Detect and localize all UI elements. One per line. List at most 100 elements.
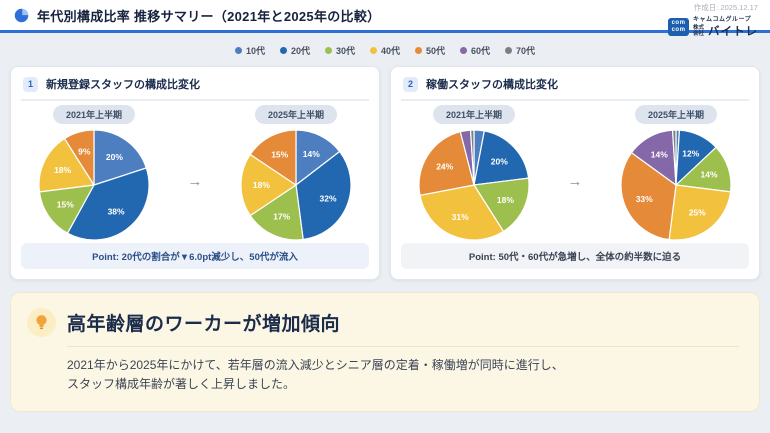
legend-item-10代: 10代: [234, 44, 265, 57]
logo-mark-line2: com: [671, 26, 686, 33]
pie-slice-20代: [473, 129, 530, 186]
report-page: 年代別構成比率 推移サマリー（2021年と2025年の比較） 作成日: 2025…: [0, 0, 770, 412]
legend-color-dot: [369, 47, 377, 54]
logo-company: 株式会社 バイトレ: [693, 23, 758, 39]
legend-label: 40代: [380, 46, 400, 56]
pie-slice-label: 14%: [303, 148, 320, 158]
callout-divider: [67, 346, 739, 347]
legend-item-70代: 70代: [505, 44, 535, 57]
pie-slice-40代: [419, 183, 505, 241]
pie-slice-30代: [38, 183, 95, 234]
legend-color-dot: [324, 47, 332, 54]
pie-slice-10代: [295, 128, 341, 186]
transition-arrow-icon: →: [567, 172, 583, 190]
logo-company-prefix: 株式会社: [693, 24, 705, 37]
panel-divider: [401, 99, 749, 101]
panel-new-registered-staff: 1 新規登録スタッフの構成比変化 2021年上半期 20% 38% 15% 18% 9%…: [10, 66, 380, 280]
logo-mark-line1: com: [671, 20, 686, 27]
pie-column-2021: 2021年上半期 20% 38% 15% 18% 9%: [21, 104, 167, 242]
pie-slice-label: 9%: [78, 146, 91, 156]
charts-row: 2021年上半期 20% 18% 31% 24% → 2025年上半期 12% 14% 2…: [391, 101, 759, 243]
pie-slice-50代: [620, 151, 677, 240]
pie-slice-label: 18%: [253, 180, 270, 190]
pie-slice-20代: [295, 150, 352, 240]
pie-chart-icon: [14, 8, 29, 22]
legend-color-dot: [279, 47, 287, 54]
pie-slice-label: 25%: [689, 207, 706, 217]
age-group-legend: 10代 20代 30代 40代 50代 60代 70代: [0, 33, 770, 66]
legend-item-60代: 60代: [460, 44, 490, 57]
legend-item-50代: 50代: [415, 44, 445, 57]
panel-number-badge: 2: [403, 76, 418, 92]
pie-slice-label: 14%: [651, 149, 668, 159]
created-date: 作成日: 2025.12.17: [693, 3, 758, 12]
point-summary: Point: 20代の割合が▼6.0pt減少し、50代が流入: [21, 243, 369, 269]
pie-slice-label: 24%: [436, 161, 453, 171]
pie-slice-50代: [418, 130, 475, 196]
page-title: 年代別構成比率 推移サマリー（2021年と2025年の比較）: [37, 8, 381, 24]
panel-title: 新規登録スタッフの構成比変化: [46, 79, 200, 91]
logo-company-name: バイトレ: [708, 26, 758, 38]
pie-slice-10代: [93, 128, 147, 186]
period-badge: 2025年上半期: [634, 104, 718, 124]
pie-slice-label: 38%: [108, 206, 125, 216]
charts-row: 2021年上半期 20% 38% 15% 18% 9% → 2025年上半期 14% 32…: [11, 101, 379, 243]
logo-text: キャムコムグループ 株式会社 バイトレ: [693, 14, 758, 39]
pie-chart-new-2025: 14% 32% 17% 18% 15%: [240, 128, 352, 241]
panel-number-badge: 1: [23, 76, 38, 92]
pie-slice-50代: [249, 128, 297, 186]
panel-divider: [21, 99, 369, 101]
callout-body-line2: スタッフ構成年齢が著しく上昇しました。: [67, 377, 296, 392]
panel-header: 2 稼働スタッフの構成比変化: [391, 67, 759, 99]
lightbulb-icon: [36, 315, 47, 330]
pie-slice-40代: [668, 183, 732, 241]
legend-label: 70代: [516, 46, 536, 56]
report-header: 年代別構成比率 推移サマリー（2021年と2025年の比較） 作成日: 2025…: [0, 0, 770, 38]
pie-slice-label: 33%: [636, 193, 653, 203]
logo-group-name: キャムコムグループ: [693, 17, 752, 23]
panel-active-staff: 2 稼働スタッフの構成比変化 2021年上半期 20% 18% 31% 24% → 2…: [390, 66, 760, 280]
period-badge: 2025年上半期: [254, 104, 338, 124]
pie-slice-30代: [473, 177, 530, 232]
pie-column-2025: 2025年上半期 12% 14% 25% 33% 14%: [603, 104, 749, 242]
pie-chart-active-2021: 20% 18% 31% 24%: [418, 128, 530, 241]
legend-item-40代: 40代: [369, 44, 400, 57]
legend-label: 50代: [426, 46, 446, 56]
panel-header: 1 新規登録スタッフの構成比変化: [11, 67, 379, 99]
pie-slice-70代: [671, 128, 677, 186]
pie-slice-label: 31%: [452, 211, 469, 221]
insight-callout: 高年齢層のワーカーが増加傾向 2021年から2025年にかけて、若年層の流入減少…: [10, 292, 760, 412]
header-right: 作成日: 2025.12.17 com com キャムコムグループ 株式会社 バ…: [668, 2, 758, 39]
legend-label: 30代: [335, 46, 355, 56]
point-summary: Point: 50代・60代が急増し、全体の約半数に迫る: [401, 243, 749, 269]
pie-slice-label: 18%: [54, 165, 71, 175]
legend-color-dot: [505, 47, 513, 54]
panel-title: 稼働スタッフの構成比変化: [426, 79, 558, 91]
legend-color-dot: [234, 47, 242, 54]
company-logo: com com キャムコムグループ 株式会社 バイトレ: [668, 14, 758, 39]
pie-slice-label: 14%: [700, 169, 717, 179]
pie-slice-40代: [240, 153, 297, 216]
pie-slice-label: 15%: [271, 149, 288, 159]
pie-slice-label: 32%: [319, 193, 336, 203]
legend-item-20代: 20代: [279, 44, 310, 57]
pie-slice-label: 17%: [273, 211, 290, 221]
logo-mark-icon: com com: [668, 17, 689, 36]
legend-label: 60代: [471, 46, 491, 56]
pie-column-2021: 2021年上半期 20% 18% 31% 24%: [401, 104, 547, 242]
transition-arrow-icon: →: [187, 172, 203, 190]
legend-color-dot: [460, 47, 468, 54]
pie-slice-30代: [249, 183, 304, 241]
period-badge: 2021年上半期: [52, 104, 136, 124]
pie-slice-40代: [38, 137, 95, 192]
pie-slice-label: 18%: [497, 194, 514, 204]
pie-slice-label: 15%: [57, 199, 74, 209]
period-badge: 2021年上半期: [432, 104, 516, 124]
panels-row: 1 新規登録スタッフの構成比変化 2021年上半期 20% 38% 15% 18% 9%…: [0, 66, 770, 280]
callout-head: 高年齢層のワーカーが増加傾向: [27, 308, 739, 337]
legend-label: 10代: [245, 46, 265, 56]
callout-body: 2021年から2025年にかけて、若年層の流入減少とシニア層の定着・稼働増が同時…: [67, 356, 739, 394]
lightbulb-badge: [27, 308, 56, 337]
pie-slice-label: 12%: [682, 148, 699, 158]
callout-body-line1: 2021年から2025年にかけて、若年層の流入減少とシニア層の定着・稼働増が同時…: [67, 358, 564, 372]
